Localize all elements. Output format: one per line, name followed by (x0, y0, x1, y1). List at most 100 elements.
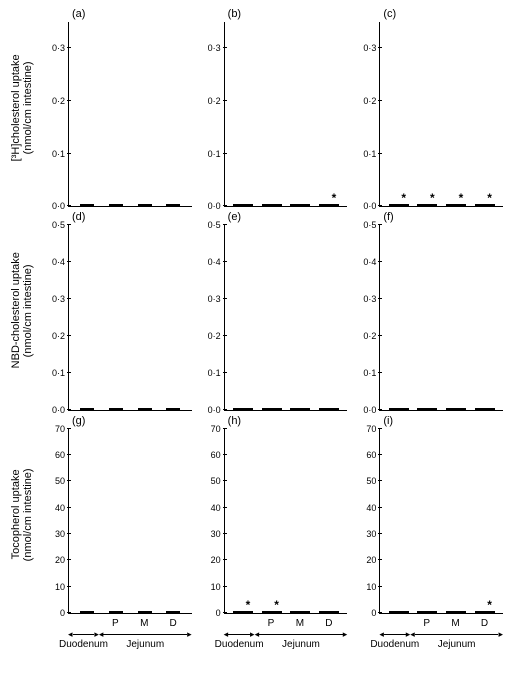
bar-group (417, 408, 437, 410)
bars-container (225, 225, 348, 409)
bars-container (380, 225, 503, 409)
bar (456, 408, 466, 410)
bar-group (109, 611, 123, 613)
bar-group (417, 611, 437, 613)
ytick-label: 20 (366, 555, 376, 565)
bar (233, 408, 243, 410)
plot-area: 0·00·10·20·30·40·5 (379, 225, 503, 410)
segment-label: M (134, 618, 154, 629)
bar (427, 611, 437, 613)
ytick-label: 0·1 (208, 368, 221, 378)
ytick-label: 50 (55, 476, 65, 486)
bar: * (485, 611, 495, 613)
ytick-label: 20 (211, 555, 221, 565)
bars-container: * (225, 22, 348, 206)
ytick-label: 0·0 (363, 201, 376, 211)
bar (446, 611, 456, 613)
bar-group (319, 611, 339, 613)
bar (329, 611, 339, 613)
bar-group: * (319, 204, 339, 206)
panel-letter: (b) (228, 8, 241, 20)
panel-d: (d)0·00·10·20·30·40·5 (42, 211, 192, 410)
significance-star: * (246, 599, 251, 611)
ytick-label: 0·2 (208, 96, 221, 106)
segment-label: P (417, 618, 437, 629)
bar (300, 204, 310, 206)
segment-label: P (105, 618, 125, 629)
bar-group: * (262, 611, 282, 613)
region-label: Jejunum (126, 639, 164, 650)
bar (80, 611, 94, 613)
bar (109, 611, 123, 613)
ytick-label: 0·2 (52, 96, 65, 106)
panel-letter: (f) (383, 211, 393, 223)
ytick-label: 30 (211, 529, 221, 539)
panel-f: (f) 0·00·10·20·30·40·5 (353, 211, 503, 410)
ytick-label: 0 (216, 608, 221, 618)
bar-group: * (389, 204, 409, 206)
ytick-label: 0·5 (208, 220, 221, 230)
ytick-label: 30 (366, 529, 376, 539)
bar-group (446, 408, 466, 410)
bar (243, 204, 253, 206)
ytick-label: 0·3 (363, 294, 376, 304)
ytick-label: 0·2 (52, 331, 65, 341)
ytick-label: 20 (55, 555, 65, 565)
segment-label: M (290, 618, 310, 629)
bar (300, 408, 310, 410)
bar-group (109, 408, 123, 410)
bar-group (80, 204, 94, 206)
significance-star: * (487, 192, 492, 204)
segment-label: M (446, 618, 466, 629)
ytick-label: 0·1 (52, 368, 65, 378)
region-label: Jejunum (282, 639, 320, 650)
bar (166, 204, 180, 206)
plot-area: 0·00·10·20·3**** (379, 22, 503, 207)
significance-star: * (487, 599, 492, 611)
bar (319, 611, 329, 613)
bar-group (138, 611, 152, 613)
segment-label (76, 618, 96, 629)
bar (417, 408, 427, 410)
significance-star: * (332, 192, 337, 204)
bar (417, 611, 427, 613)
ytick-label: 0·0 (363, 405, 376, 415)
plot-area: 010203040506070* (379, 429, 503, 614)
panel-letter: (e) (228, 211, 241, 223)
bar (389, 611, 399, 613)
ytick-label: 0·3 (363, 43, 376, 53)
bar (456, 611, 466, 613)
bar (166, 408, 180, 410)
bar (233, 204, 243, 206)
bar (262, 204, 272, 206)
bar-group: * (475, 611, 495, 613)
y-axis-label: Tocopherol uptake(nmol/cm intestine) (8, 415, 36, 614)
bar-group (262, 408, 282, 410)
bars-container: * (380, 429, 503, 613)
bar (319, 408, 329, 410)
bar (109, 408, 123, 410)
bar (475, 611, 485, 613)
bar-group (166, 408, 180, 410)
ytick-label: 40 (366, 503, 376, 513)
panel-letter: (a) (72, 8, 85, 20)
ytick-label: 0·2 (363, 96, 376, 106)
bar (290, 611, 300, 613)
ytick-label: 60 (211, 450, 221, 460)
ytick-label: 0·0 (208, 201, 221, 211)
panel-e: (e)0·00·10·20·30·40·5 (198, 211, 348, 410)
x-axis-labels: PMD◂▸Duodenum◂▸Jejunum (68, 618, 192, 650)
ytick-label: 0·1 (363, 149, 376, 159)
panel-g: (g)010203040506070 (42, 415, 192, 614)
significance-star: * (430, 192, 435, 204)
bar-group (446, 611, 466, 613)
ytick-label: 0·2 (363, 331, 376, 341)
bar: * (243, 611, 253, 613)
bar (399, 611, 409, 613)
ytick-label: 0·4 (208, 257, 221, 267)
bar (262, 408, 272, 410)
region-label: Jejunum (438, 639, 476, 650)
panel-letter: (h) (228, 415, 241, 427)
segment-label: D (163, 618, 183, 629)
bar (80, 408, 94, 410)
